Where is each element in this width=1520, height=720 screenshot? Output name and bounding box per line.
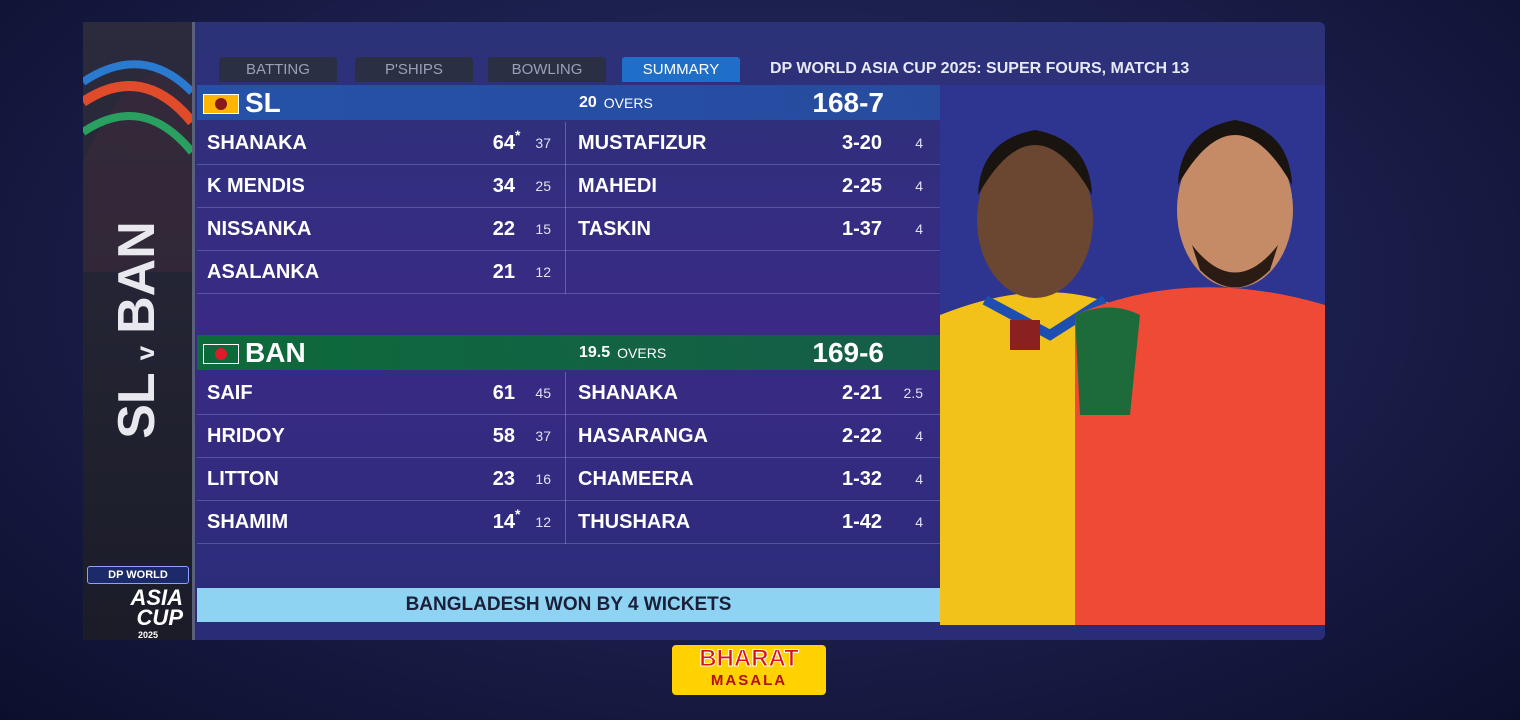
- batter-runs: 23: [492, 467, 515, 490]
- batter-runs: 22: [492, 217, 515, 240]
- sidebar-decor: [83, 60, 192, 272]
- flag-emblem: [215, 348, 227, 360]
- batter-runs: 58: [492, 424, 515, 447]
- batter-runs: 61: [492, 381, 515, 404]
- bowler-name: THUSHARA: [578, 510, 691, 533]
- tab: BATTING: [219, 57, 337, 82]
- bowler-figures: 1-32: [841, 467, 882, 490]
- score-row: SHANAKA 64 * 37 MUSTAFIZUR 3-20 4: [197, 122, 940, 165]
- not-out-mark: *: [515, 127, 521, 143]
- bowler-figures: 1-37: [841, 217, 882, 240]
- batter-runs: 64: [492, 131, 515, 154]
- batter-runs: 34: [492, 174, 515, 197]
- score-row: HRIDOY 58 37 HASARANGA 2-22 4: [197, 415, 940, 458]
- overs: 20 OVERS: [579, 85, 653, 120]
- bowler-figures: 3-20: [841, 131, 882, 154]
- overs-value: 19.5: [579, 343, 611, 361]
- bowler-name: MUSTAFIZUR: [578, 131, 707, 154]
- result-banner: BANGLADESH WON BY 4 WICKETS: [197, 588, 940, 622]
- batter-balls: 12: [535, 514, 551, 530]
- bowler-overs: 4: [915, 221, 923, 237]
- overs: 19.5 OVERS: [579, 335, 666, 370]
- column-divider: [565, 122, 566, 294]
- sidebar: DP WORLD ASIA CUP 2025: [83, 22, 195, 640]
- logo-main: ASIA CUP: [130, 585, 183, 630]
- team-name: BAN: [245, 336, 306, 368]
- innings-header: SL 20 OVERS 168-7: [197, 85, 940, 120]
- bowler-name: CHAMEERA: [578, 467, 694, 490]
- batter-balls: 45: [535, 385, 551, 401]
- batter-balls: 16: [535, 471, 551, 487]
- batter-name: LITTON: [207, 467, 279, 490]
- bowler-name: SHANAKA: [578, 381, 678, 404]
- score-row: SHAMIM 14 * 12 THUSHARA 1-42 4: [197, 501, 940, 544]
- logo-top: DP WORLD: [87, 566, 189, 584]
- bowler-figures: 2-22: [841, 424, 882, 447]
- sponsor: BHARAT MASALA: [672, 645, 826, 695]
- bowler-name: TASKIN: [578, 217, 651, 240]
- bowler-name: MAHEDI: [578, 174, 657, 197]
- tab: BOWLING: [488, 57, 606, 82]
- bowler-overs: 4: [915, 135, 923, 151]
- logo-year: 2025: [138, 630, 159, 640]
- bowler-overs: 4: [915, 178, 923, 194]
- batter-balls: 15: [535, 221, 551, 237]
- sponsor-line1: BHARAT: [699, 645, 800, 673]
- batter-runs: 14: [492, 510, 515, 533]
- batter-name: K MENDIS: [207, 174, 305, 197]
- bowler-overs: 2.5: [903, 385, 923, 401]
- batter-name: SHAMIM: [207, 510, 289, 533]
- match-title: DP WORLD ASIA CUP 2025: SUPER FOURS, MAT…: [770, 60, 1190, 77]
- overs-value: 20: [579, 93, 597, 111]
- score-row: SAIF 61 45 SHANAKA 2-21 2.5: [197, 372, 940, 415]
- bowler-name: HASARANGA: [578, 424, 708, 447]
- team-flag: [203, 94, 239, 114]
- batter-name: NISSANKA: [207, 217, 312, 240]
- team-flag: [203, 344, 239, 364]
- team-a: SL: [108, 372, 166, 439]
- bowler-figures: 2-21: [841, 381, 882, 404]
- innings-header: BAN 19.5 OVERS 169-6: [197, 335, 940, 370]
- score: 168-7: [812, 86, 884, 118]
- batter-name: ASALANKA: [207, 260, 320, 283]
- score-row: K MENDIS 34 25 MAHEDI 2-25 4: [197, 165, 940, 208]
- batter-balls: 12: [535, 264, 551, 280]
- batter-balls: 25: [535, 178, 551, 194]
- column-divider: [565, 372, 566, 544]
- vs: v: [130, 345, 160, 361]
- bowler-overs: 4: [915, 428, 923, 444]
- tab: SUMMARY: [622, 57, 740, 82]
- players-illustration: [940, 85, 1325, 625]
- bowler-figures: 2-25: [841, 174, 882, 197]
- overs-label: OVERS: [617, 344, 667, 361]
- score-row: ASALANKA 21 12: [197, 251, 940, 294]
- bowler-overs: 4: [915, 471, 923, 487]
- not-out-mark: *: [515, 506, 521, 522]
- bowler-figures: 1-42: [841, 510, 882, 533]
- batter-runs: 21: [492, 260, 515, 283]
- batter-name: SAIF: [207, 381, 253, 404]
- team-name: SL: [245, 86, 281, 118]
- batter-name: HRIDOY: [207, 424, 285, 447]
- batter-name: SHANAKA: [207, 131, 307, 154]
- bowler-overs: 4: [915, 514, 923, 530]
- player-photos: [940, 85, 1325, 625]
- tab: P'SHIPS: [355, 57, 473, 82]
- flag-emblem: [215, 98, 227, 110]
- batter-balls: 37: [535, 135, 551, 151]
- score: 169-6: [812, 336, 884, 368]
- vs-text: SL v BAN: [107, 221, 167, 439]
- score-row: LITTON 23 16 CHAMEERA 1-32 4: [197, 458, 940, 501]
- batter-balls: 37: [535, 428, 551, 444]
- vs-block: SL v BAN: [83, 170, 192, 490]
- sponsor-line2: MASALA: [710, 672, 788, 689]
- score-row: NISSANKA 22 15 TASKIN 1-37 4: [197, 208, 940, 251]
- team-b: BAN: [108, 221, 166, 334]
- overs-label: OVERS: [603, 94, 653, 111]
